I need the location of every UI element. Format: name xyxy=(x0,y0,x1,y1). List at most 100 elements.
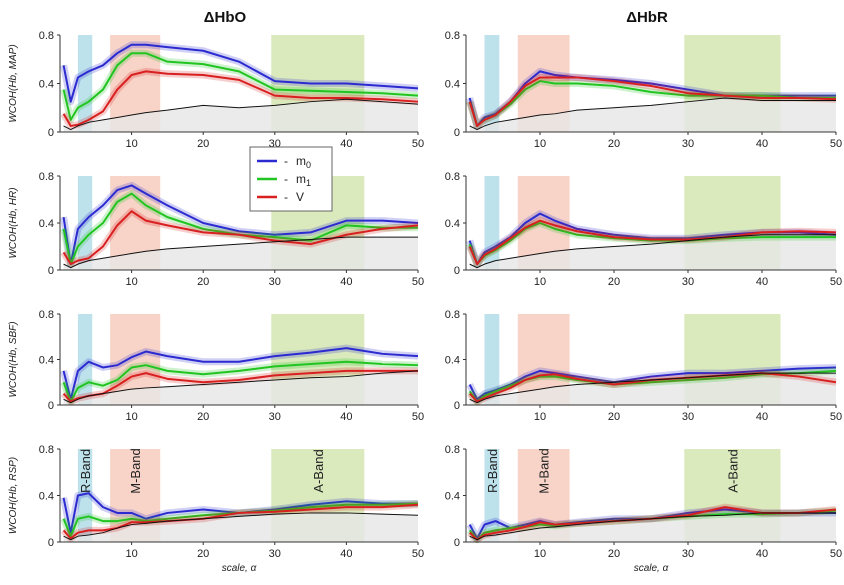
series-base-line xyxy=(63,512,419,541)
series-m1-line xyxy=(62,192,418,266)
series-base-line xyxy=(469,97,836,131)
x-tick-label: 10 xyxy=(125,548,137,560)
legend-text-m1: m xyxy=(296,172,306,186)
baseline-area xyxy=(469,373,836,405)
band-r xyxy=(77,176,93,270)
series-m1-line xyxy=(62,360,419,403)
legend-label-v: V xyxy=(296,190,304,204)
x-tick-label: 10 xyxy=(125,276,137,288)
series-m1-line xyxy=(62,502,419,538)
series-v-line xyxy=(468,76,837,127)
y-tick-label: 0 xyxy=(454,265,460,277)
x-tick-label: 40 xyxy=(340,276,352,288)
series-m1-line xyxy=(468,369,837,403)
x-axis-label: scale, α xyxy=(222,563,257,574)
column-title-hbr: ΔHbR xyxy=(626,9,668,26)
x-tick-label: 20 xyxy=(608,138,620,150)
legend-dash-m1: - xyxy=(284,172,288,186)
series-base-line xyxy=(469,512,836,541)
x-tick-label: 30 xyxy=(682,548,694,560)
y-tick-label: 0.4 xyxy=(445,355,460,367)
y-tick-label: 0.4 xyxy=(39,491,54,503)
y-tick-label: 0.4 xyxy=(445,491,460,503)
x-tick-label: 40 xyxy=(756,411,768,423)
x-tick-label: 10 xyxy=(534,138,546,150)
series-m0-line xyxy=(62,184,419,266)
y-tick-label: 0.8 xyxy=(445,444,460,456)
y-tick-label: 0 xyxy=(48,127,54,139)
x-tick-label: 30 xyxy=(269,548,281,560)
x-tick-label: 40 xyxy=(340,411,352,423)
legend-dash-v: - xyxy=(284,190,288,204)
x-tick-label: 30 xyxy=(269,276,281,288)
y-tick-label: 0 xyxy=(48,537,54,549)
baseline-area xyxy=(469,512,836,542)
x-tick-label: 20 xyxy=(197,138,209,150)
x-tick-label: 40 xyxy=(756,548,768,560)
y-tick-label: 0.4 xyxy=(445,218,460,230)
x-tick-label: 10 xyxy=(125,411,137,423)
band-label-a: A-Band xyxy=(725,449,740,492)
baseline-area xyxy=(63,237,418,270)
panel-r0-c1: 0 0.4 0.8 10 20 30 40 50 xyxy=(445,30,842,150)
y-tick-label: 0.4 xyxy=(39,79,54,91)
panel-r1-c1: 0 0.4 0.8 10 20 30 40 50 xyxy=(445,171,842,288)
x-tick-label: 50 xyxy=(412,411,424,423)
x-tick-label: 20 xyxy=(608,276,620,288)
y-tick-label: 0.4 xyxy=(445,79,460,91)
x-tick-label: 40 xyxy=(340,138,352,150)
legend-sub-m0: 0 xyxy=(306,160,311,170)
y-tick-label: 0 xyxy=(454,127,460,139)
baseline-area xyxy=(63,99,418,132)
legend-sub-m1: 1 xyxy=(306,178,311,188)
x-tick-label: 30 xyxy=(682,411,694,423)
band-label-m: M-Band xyxy=(128,448,143,494)
series-base-line xyxy=(63,370,419,404)
y-tick-label: 0 xyxy=(454,537,460,549)
x-tick-label: 50 xyxy=(412,276,424,288)
band-label-r: R-Band xyxy=(485,449,500,493)
series-base-line xyxy=(63,236,418,269)
series-m0-line xyxy=(62,43,419,103)
series-m0-line xyxy=(62,347,419,401)
band-r xyxy=(77,35,93,132)
series-m0-line xyxy=(468,212,837,266)
panel-r3-c1: 0 0.4 0.8 10 20 30 40 50 scale, α R-Band M-Band A-B… xyxy=(445,444,842,574)
column-titles: ΔHbO ΔHbR xyxy=(204,9,668,26)
band-r xyxy=(484,35,500,132)
series-v-line xyxy=(468,219,837,266)
x-tick-label: 20 xyxy=(608,548,620,560)
x-tick-label: 40 xyxy=(756,276,768,288)
x-tick-label: 10 xyxy=(125,138,137,150)
x-tick-label: 40 xyxy=(756,138,768,150)
y-tick-label: 0 xyxy=(48,400,54,412)
x-tick-label: 50 xyxy=(830,411,842,423)
x-tick-label: 50 xyxy=(412,548,424,560)
x-tick-label: 50 xyxy=(830,276,842,288)
x-tick-label: 10 xyxy=(534,276,546,288)
series-v-line xyxy=(62,70,419,127)
y-tick-label: 0.8 xyxy=(445,30,460,42)
band-label-m: M-Band xyxy=(537,448,552,494)
baseline-area xyxy=(63,370,418,405)
x-tick-label: 30 xyxy=(682,138,694,150)
baseline-area xyxy=(469,98,836,132)
band-label-r: R-Band xyxy=(78,449,93,493)
legend-text-m0: m xyxy=(296,154,306,168)
baseline-area xyxy=(469,234,836,270)
x-tick-label: 20 xyxy=(608,411,620,423)
x-tick-label: 10 xyxy=(534,411,546,423)
x-tick-label: 40 xyxy=(340,548,352,560)
series-m1-line xyxy=(468,222,836,266)
y-axis-label: WCOH(Hb, HR) xyxy=(8,187,19,258)
y-tick-label: 0.4 xyxy=(39,218,54,230)
x-tick-label: 10 xyxy=(534,548,546,560)
x-tick-label: 30 xyxy=(269,411,281,423)
y-tick-label: 0.8 xyxy=(39,444,54,456)
x-tick-label: 20 xyxy=(197,548,209,560)
y-tick-label: 0.8 xyxy=(39,30,54,42)
legend: - m0 - m1 - V xyxy=(249,146,333,212)
